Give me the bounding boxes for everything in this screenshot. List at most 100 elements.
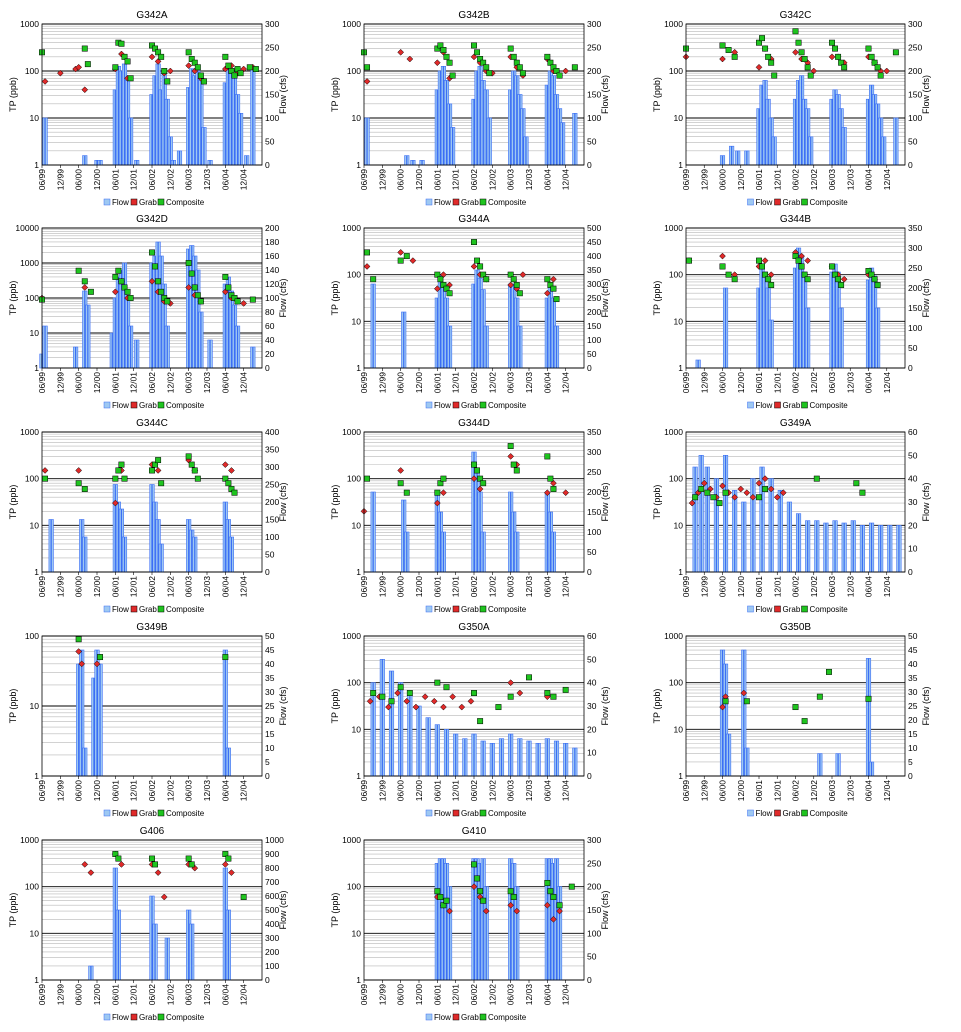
composite-point [397, 257, 404, 264]
flow-bar [225, 519, 231, 573]
grab-point [513, 907, 521, 915]
composite-point [692, 494, 699, 501]
composite-point [200, 78, 207, 85]
composite-point [155, 278, 162, 285]
grab-point [375, 693, 383, 701]
x-tick-label: 12/99 [377, 780, 387, 802]
grab-point [446, 907, 453, 915]
x-tick-label: 12/01 [772, 780, 782, 802]
flow-bar [76, 663, 82, 777]
composite-point [370, 276, 377, 283]
grab-point [111, 65, 119, 73]
composite-point [892, 49, 899, 56]
legend-composite-swatch [479, 605, 487, 613]
composite-series [364, 443, 557, 496]
chart-title: G344B [780, 214, 811, 225]
x-tick-label: 06/99 [359, 984, 369, 1006]
legend-flow-swatch [747, 809, 754, 817]
y2-tick-label: 40 [265, 659, 275, 669]
y-axis-label: TP (ppb) [652, 281, 662, 316]
y-tick-label: 1000 [20, 835, 39, 845]
y2-tick-label: 100 [265, 293, 279, 303]
y-tick-label: 1000 [20, 258, 39, 268]
composite-point [434, 888, 441, 895]
composite-point [115, 267, 122, 274]
grab-point [737, 485, 745, 493]
y2-tick-label: 20 [587, 724, 597, 734]
composite-point [853, 480, 860, 487]
flow-bar [443, 80, 450, 166]
x-tick-label: 12/04 [239, 984, 249, 1006]
composite-point [550, 894, 557, 900]
grab-point [513, 461, 521, 468]
grab-point [41, 467, 49, 474]
y2-tick-label: 30 [908, 497, 918, 507]
x-tick-label: 06/01 [110, 780, 120, 802]
x-tick-label: 12/99 [699, 576, 709, 598]
y-tick-label: 1 [356, 771, 361, 781]
flow-bar [437, 275, 443, 369]
flow-bar [109, 332, 115, 369]
y-tick-label: 1000 [342, 835, 361, 845]
flow-bar [88, 965, 94, 981]
y2-tick-label: 100 [587, 113, 601, 123]
flow-bar [489, 743, 495, 777]
plot-frame [41, 227, 263, 369]
composite-point [513, 282, 520, 288]
x-tick-label: 06/00 [74, 372, 84, 394]
composite-point [437, 42, 444, 49]
legend: Flow Grab Composite [747, 198, 848, 207]
composite-point [826, 668, 832, 675]
composite-point [507, 888, 514, 895]
grab-point [56, 69, 64, 77]
plot-frame [363, 635, 585, 777]
composite-point [152, 461, 159, 468]
flow-bar [547, 511, 553, 573]
x-tick-label: 06/99 [359, 576, 369, 598]
chart-title: G344C [136, 418, 168, 429]
flow-bar [771, 136, 777, 166]
composite-point [868, 53, 875, 60]
composite-point [474, 49, 481, 56]
x-tick-label: 12/04 [239, 780, 249, 802]
x-tick-label: 12/02 [487, 576, 497, 598]
flow-series [370, 451, 556, 573]
composite-point [829, 39, 835, 46]
flow-bar [477, 278, 483, 369]
y2-tick-label: 300 [265, 933, 279, 943]
y-tick-label: 1 [34, 771, 39, 781]
y2-tick-label: 20 [265, 349, 275, 359]
composite-point [364, 249, 371, 256]
x-tick-label: 12/01 [451, 780, 461, 802]
flow-series [719, 75, 899, 166]
y-tick-label: 10 [674, 724, 684, 734]
flow-bar [152, 501, 158, 573]
y2-tick-label: 250 [587, 858, 601, 868]
composite-point [155, 457, 162, 464]
flow-bar [235, 94, 241, 166]
composite-point [87, 288, 94, 295]
flow-bar [112, 867, 118, 981]
grab-point [228, 294, 235, 302]
flow-bar [410, 160, 416, 166]
composite-point [406, 690, 413, 696]
flow-bar [814, 520, 820, 573]
grab-series [363, 249, 557, 297]
chart-title: G410 [462, 826, 487, 837]
flow-bar [762, 80, 768, 166]
y-tick-label: 10 [352, 520, 362, 530]
composite-point [841, 64, 848, 71]
flow-bar [514, 75, 520, 166]
grab-point [828, 53, 836, 61]
composite-point [443, 285, 450, 292]
flow-bar [207, 160, 213, 166]
flow-bar [868, 267, 875, 369]
composite-point [194, 64, 201, 71]
plot-area [364, 228, 584, 368]
y-tick-label: 100 [347, 678, 361, 688]
flow-bar [82, 290, 88, 369]
flow-series [42, 63, 256, 166]
flow-bar [695, 359, 701, 369]
